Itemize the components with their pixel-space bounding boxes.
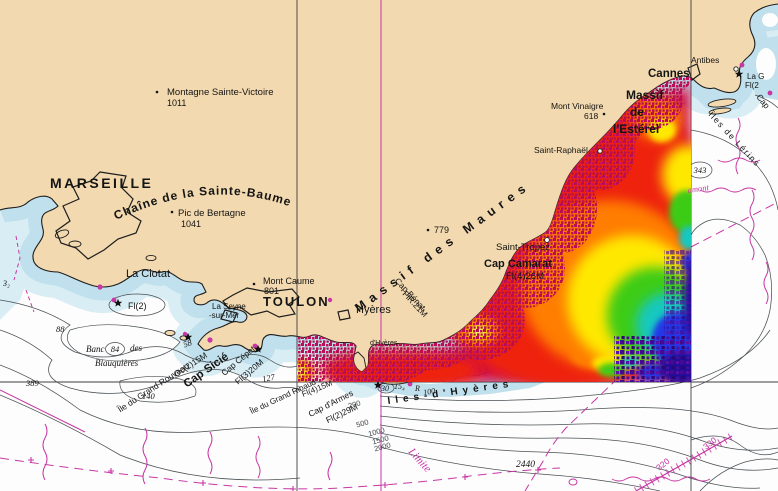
label-sounding-32: 3₂ — [2, 279, 10, 288]
peak-dot-sainte-victoire — [155, 90, 159, 94]
label-contour-500: 500 — [355, 417, 369, 429]
label-toulon: TOULON — [263, 294, 330, 309]
peak-dot-779 — [426, 228, 430, 232]
label-fl2-la-ciotat: Fl(2) — [128, 301, 147, 311]
label-depth-84: 84 — [111, 344, 120, 354]
label-elev-1041: 1041 — [181, 219, 201, 229]
label-la-ciotat: La Ciotat — [126, 268, 170, 280]
peak-dot-vinaigre — [602, 112, 606, 116]
label-mont-caume: Mont Caume — [263, 276, 315, 286]
label-montagne-sainte-victoire: Montagne Sainte-Victoire — [167, 87, 274, 98]
peak-dot-caume — [252, 282, 256, 286]
point-symbols — [113, 66, 744, 389]
label-cannes: Cannes — [648, 68, 690, 80]
label-rade-d-hyeres: d'Hyères — [370, 340, 398, 347]
label-banc: Banc — [86, 344, 105, 354]
peak-dot-bertagne — [170, 210, 174, 214]
label-massif-esterel-1: Massif — [626, 88, 664, 102]
label-depth-389: 389 — [25, 378, 40, 388]
label-depth-100: 100 — [422, 386, 435, 397]
label-elev-801: 801 — [264, 286, 279, 296]
label-depth-127: 127 — [261, 372, 276, 385]
label-fl2-partial: Fl(2 — [745, 81, 759, 90]
label-la-garoupe-partial: La G — [747, 72, 764, 81]
label-depth-140: 140 — [142, 391, 156, 401]
shoal-blauquieres — [67, 324, 181, 362]
town-circle-saint-raphael — [597, 148, 603, 154]
label-contour-200: 200 — [347, 398, 361, 410]
label-elev-618: 618 — [584, 111, 598, 121]
label-massif-esterel-3: l'Estérel — [613, 122, 659, 136]
label-r-mark: R — [414, 384, 420, 393]
label-marseille: MARSEILLE — [50, 175, 153, 191]
label-depth-343: 343 — [693, 165, 707, 175]
town-circle-saint-tropez — [544, 237, 550, 243]
label-cap-camarat: Cap Camarat — [484, 258, 552, 270]
label-des: des — [130, 343, 142, 353]
label-elev-779: 779 — [434, 225, 449, 235]
label-depth-88: 88 — [56, 324, 65, 334]
label-hyeres: Hyères — [356, 304, 391, 316]
city-boundaries — [55, 63, 701, 323]
label-fl4-26m: Fl(4)26M — [506, 271, 544, 282]
label-blauquieres: Blauquières — [95, 358, 139, 368]
shoal-140 — [119, 376, 197, 403]
label-pic-de-bertagne: Pic de Bertagne — [178, 208, 246, 219]
label-elev-1011: 1011 — [167, 98, 186, 108]
light-sector-marks — [97, 62, 773, 387]
label-antibes: Antibes — [691, 55, 719, 65]
label-la-seyne: La Seyne — [212, 302, 246, 311]
label-contour-2000: 2000 — [373, 440, 391, 453]
label-depth-30: 30 — [380, 384, 389, 393]
label-contour-1000: 1000 — [367, 425, 385, 438]
depth-contours — [0, 94, 778, 491]
magenta-decorations — [0, 117, 778, 491]
label-contour-1500: 1500 — [371, 433, 389, 446]
label-mont-vinaigre: Mont Vinaigre — [551, 101, 604, 111]
label-massif-esterel-2: de — [630, 105, 644, 119]
buoy-circle-antibes — [733, 66, 739, 72]
label-sur-mer: -sur-Mer — [209, 311, 240, 320]
label-depth-2440: 2440 — [516, 460, 535, 470]
label-sounding-154: 15₄ — [394, 382, 405, 391]
label-saint-tropez: Saint-Tropez — [496, 242, 550, 253]
label-amont: amont — [687, 182, 710, 195]
label-saint-raphael: Saint-Raphaël — [534, 145, 588, 155]
